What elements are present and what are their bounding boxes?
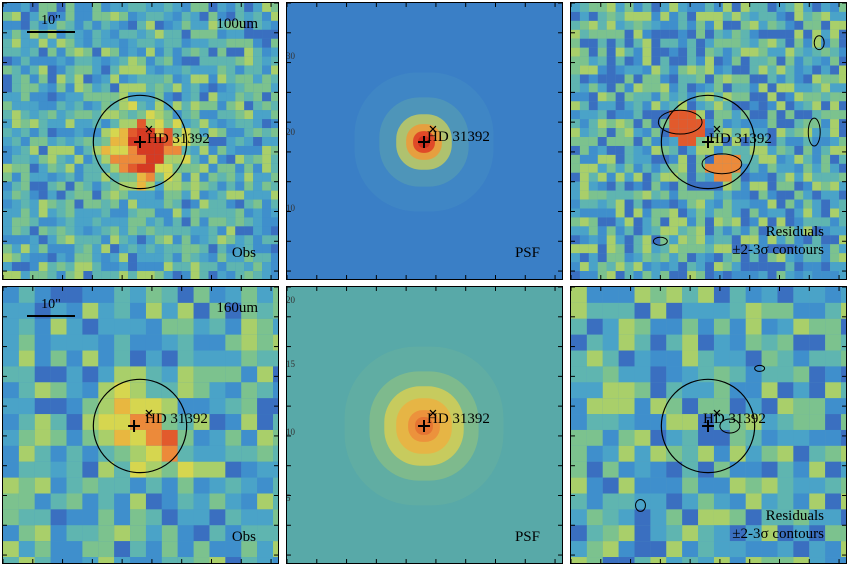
axis-tick: 20 — [286, 295, 295, 305]
band-label: 160um — [216, 300, 258, 316]
obs-image-160um — [3, 287, 278, 563]
panel-label: Obs — [231, 245, 256, 261]
axis-tick: 30 — [286, 51, 295, 61]
contours-label: ±2-3σ contours — [732, 526, 824, 542]
panel-160um-residuals: HD 31392 Residuals ±2-3σ contours — [570, 286, 847, 564]
scale-bar: 10" — [27, 13, 75, 33]
panel-label: PSF — [514, 245, 540, 261]
axis-tick: 15 — [286, 359, 295, 369]
panel-100um-obs: 10" 100um HD 31392 Obs — [2, 2, 279, 280]
obs-image-100um — [3, 3, 278, 279]
panel-label: PSF — [514, 529, 540, 545]
scale-bar: 10" — [27, 297, 75, 317]
panel-100um-psf: 30 20 10 HD 31392 PSF — [286, 2, 563, 280]
panel-label: Obs — [231, 529, 256, 545]
psf-image-160um — [287, 287, 562, 563]
target-label: HD 31392 — [703, 411, 766, 427]
psf-image-100um — [287, 3, 562, 279]
axis-tick: 5 — [286, 493, 291, 503]
band-label: 100um — [216, 16, 258, 32]
panel-100um-residuals: HD 31392 Residuals ±2-3σ contours — [570, 2, 847, 280]
target-label: HD 31392 — [709, 131, 772, 147]
panel-label: Residuals ±2-3σ contours — [732, 223, 824, 259]
axis-tick: 20 — [286, 127, 295, 137]
contours-label: ±2-3σ contours — [732, 242, 824, 258]
target-label: HD 31392 — [145, 411, 208, 427]
residuals-label: Residuals — [765, 224, 824, 240]
residual-image-100um — [571, 3, 846, 279]
panel-160um-psf: 20 15 10 5 HD 31392 PSF — [286, 286, 563, 564]
target-label: HD 31392 — [427, 129, 490, 145]
residual-image-160um — [571, 287, 846, 563]
scale-bar-label: 10" — [41, 13, 61, 28]
axis-tick: 10 — [286, 427, 295, 437]
panel-160um-obs: 10" 160um HD 31392 Obs — [2, 286, 279, 564]
target-label: HD 31392 — [147, 131, 210, 147]
residuals-label: Residuals — [765, 508, 824, 524]
scale-bar-label: 10" — [41, 297, 61, 312]
panel-label: Residuals ±2-3σ contours — [732, 507, 824, 543]
target-label: HD 31392 — [427, 411, 490, 427]
axis-tick: 10 — [286, 203, 295, 213]
